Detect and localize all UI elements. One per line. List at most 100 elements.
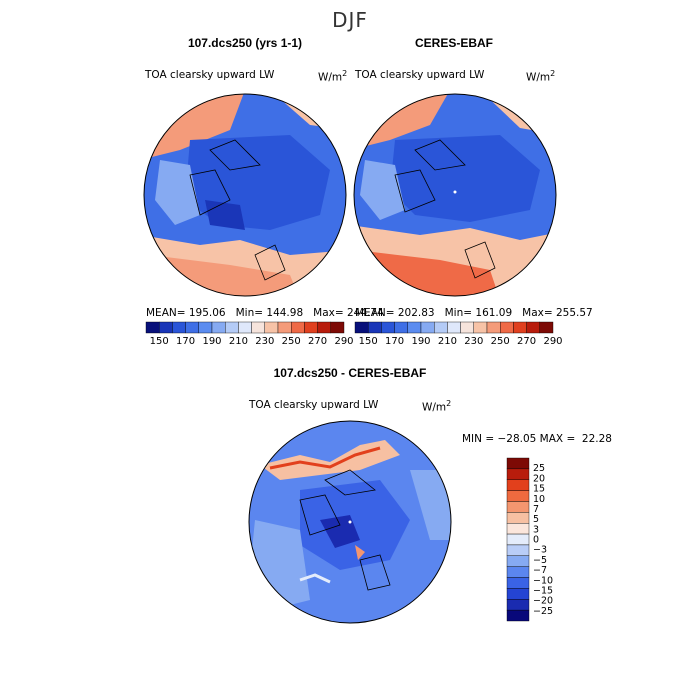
cbar2-swatch <box>486 321 501 334</box>
map-2 <box>353 93 557 297</box>
cbar2-swatch <box>381 321 395 334</box>
cbar1-swatch <box>264 321 279 334</box>
map-2-coastlines <box>394 139 496 279</box>
cbar1-tick-label: 210 <box>229 336 248 347</box>
cbar2-tick-label: 290 <box>543 336 562 347</box>
cbar1-swatch <box>330 321 345 334</box>
cbar3-swatch <box>506 523 530 535</box>
cbar2-tick-label: 270 <box>517 336 536 347</box>
cbar3-tick-label: 5 <box>533 514 539 525</box>
cbar1-tick-label: 270 <box>308 336 327 347</box>
cbar3-tick-label: 15 <box>533 484 545 495</box>
panel-1-units: W/m2 <box>318 69 348 84</box>
map-3-warm-spot <box>355 545 365 560</box>
cbar3-swatch <box>506 566 530 578</box>
cbar1-tick-label: 190 <box>202 336 221 347</box>
cbar3-tick-label: 10 <box>533 494 545 505</box>
cbar1-tick-label: 250 <box>282 336 301 347</box>
cbar1-tick-label: 170 <box>176 336 195 347</box>
cbar3-tick-label: −5 <box>533 555 547 566</box>
cbar2-swatch <box>473 321 488 334</box>
cbar1-swatch <box>251 321 266 334</box>
cbar3-swatch <box>506 501 530 513</box>
cbar3-tick-label: −10 <box>533 575 553 586</box>
cbar2-swatch <box>407 321 422 334</box>
cbar1-swatch <box>211 321 226 334</box>
cbar2-swatch <box>526 321 540 334</box>
cbar2-swatch <box>460 321 475 334</box>
cbar2-tick-label: 250 <box>491 336 510 347</box>
map-2-border <box>353 93 557 297</box>
map-3-warm-band-north <box>260 440 400 480</box>
cbar1-swatch <box>304 321 318 334</box>
cbar3-swatch <box>506 588 530 600</box>
cbar3-swatch <box>506 468 530 480</box>
panel-3-stats: MIN = −28.05 MAX = 22.28 <box>462 433 612 445</box>
figure-title: DJF <box>332 8 368 32</box>
cbar1-swatch <box>291 321 305 334</box>
map-1-coastlines <box>189 139 286 281</box>
cbar2-tick-label: 190 <box>411 336 430 347</box>
cbar1-swatch <box>277 321 292 334</box>
panel-3-variable: TOA clearsky upward LW <box>249 399 379 411</box>
cbar1-swatch <box>317 321 332 334</box>
panel-2-variable: TOA clearsky upward LW <box>355 69 485 81</box>
cbar2-tick-label: 150 <box>359 336 378 347</box>
cbar3-tick-label: −20 <box>533 596 553 607</box>
map-3-coastlines <box>299 469 391 591</box>
cbar2-swatch <box>447 321 461 334</box>
panel-1-stats: MEAN= 195.06 Min= 144.98 Max= 244.74 <box>146 307 384 319</box>
cbar3-tick-label: 3 <box>533 524 539 535</box>
cbar3-tick-label: 25 <box>533 463 545 474</box>
colorbar-1: 150 170 190 210 230 250 270 290 <box>145 321 354 347</box>
map-1-border <box>143 93 347 297</box>
panel-1-title: 107.dcs250 (yrs 1-1) <box>187 36 303 50</box>
cbar1-swatch <box>224 321 239 334</box>
cbar2-tick-label: 210 <box>438 336 457 347</box>
cbar2-tick-label: 170 <box>385 336 404 347</box>
cbar2-tick-label: 230 <box>464 336 483 347</box>
cbar3-swatch <box>506 599 530 611</box>
cbar3-swatch <box>506 533 530 546</box>
cbar2-swatch <box>539 321 554 334</box>
cbar3-tick-label: −7 <box>533 565 547 576</box>
cbar2-swatch <box>394 321 409 334</box>
cbar1-tick-label: 290 <box>334 336 353 347</box>
map-3-pole-marker <box>348 520 352 524</box>
cbar1-swatch <box>185 321 200 334</box>
cbar3-tick-label: 7 <box>533 504 539 515</box>
cbar3-tick-label: −15 <box>533 585 553 596</box>
panel-1-variable: TOA clearsky upward LW <box>145 69 275 81</box>
panel-2-title: CERES-EBAF <box>414 36 493 50</box>
panel-3-title: 107.dcs250 - CERES-EBAF <box>273 366 427 380</box>
map-1 <box>143 93 347 297</box>
map-2-cold-core <box>390 135 540 222</box>
cbar1-swatch <box>158 321 173 334</box>
map-3-border <box>248 420 452 624</box>
map-2-mid-region <box>360 160 405 220</box>
cbar3-swatch <box>506 577 530 589</box>
cbar3-swatch <box>506 457 530 470</box>
cbar3-swatch <box>506 479 530 491</box>
cbar2-swatch <box>434 321 448 334</box>
cbar3-tick-label: 0 <box>533 535 539 546</box>
cbar2-swatch <box>368 321 382 334</box>
map-3 <box>248 420 452 624</box>
cbar3-swatch <box>506 555 530 567</box>
cbar1-swatch <box>172 321 186 334</box>
cbar1-tick-label: 150 <box>150 336 169 347</box>
cbar2-swatch <box>513 321 527 334</box>
map-2-pole-marker <box>453 190 457 194</box>
cbar3-tick-label: −25 <box>533 606 553 617</box>
panel-2-units: W/m2 <box>526 69 556 84</box>
map-3-mild-region-east <box>410 470 451 540</box>
cbar1-tick-label: 230 <box>255 336 274 347</box>
cbar1-swatch <box>145 321 160 334</box>
cbar3-tick-label: 20 <box>533 473 545 484</box>
cbar2-swatch <box>420 321 435 334</box>
cbar3-swatch <box>506 490 530 502</box>
cbar3-swatch <box>506 609 530 622</box>
map-1-mid-region <box>155 160 200 225</box>
map-3-cold-core <box>300 480 410 570</box>
